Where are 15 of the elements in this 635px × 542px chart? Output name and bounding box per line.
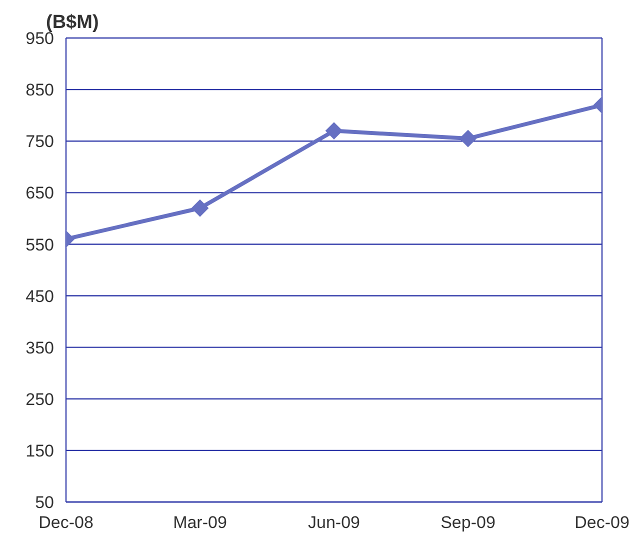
x-tick-label: Jun-09 <box>308 513 360 532</box>
y-tick-label: 150 <box>26 441 54 460</box>
y-tick-label: 250 <box>26 390 54 409</box>
y-tick-label: 50 <box>35 493 54 512</box>
y-tick-label: 650 <box>26 184 54 203</box>
x-tick-label: Sep-09 <box>440 513 496 532</box>
x-tick-label: Dec-08 <box>38 513 94 532</box>
y-tick-label: 850 <box>26 80 54 100</box>
y-tick-label: 350 <box>26 338 54 358</box>
y-tick-label: 550 <box>26 235 54 254</box>
point <box>326 122 342 140</box>
y-tick-label: 450 <box>26 286 54 306</box>
y-tick-label: 750 <box>26 132 54 152</box>
x-tick-label: Mar-09 <box>173 513 227 532</box>
x-tick-label: Dec-09 <box>574 513 630 532</box>
